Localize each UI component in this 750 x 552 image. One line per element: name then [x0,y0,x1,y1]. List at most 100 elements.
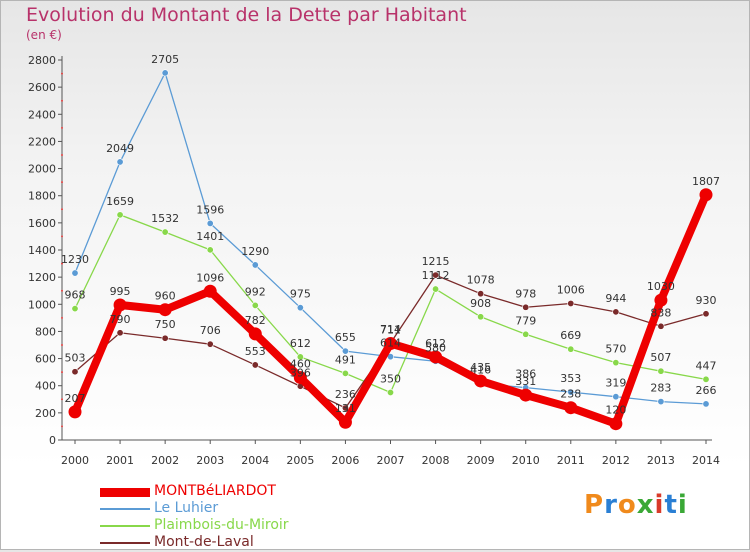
data-label: 238 [560,388,581,401]
series-point-3 [341,404,349,412]
data-label: 1807 [692,175,720,188]
data-label: 120 [605,404,626,417]
series-point-2 [567,345,575,353]
data-label: 353 [560,372,581,385]
y-minor-tick [61,398,63,401]
data-label: 960 [155,290,176,303]
series-point-0 [113,298,127,312]
x-tick-label: 2010 [512,454,540,467]
series-point-3 [432,271,440,279]
x-tick-label: 2003 [196,454,224,467]
data-label: 612 [425,337,446,350]
y-minor-tick [61,235,63,238]
series-point-1 [71,269,79,277]
series-point-1 [612,393,620,401]
y-tick-label: 800 [35,325,56,338]
chart-title: Evolution du Montant de la Dette par Hab… [26,4,467,26]
x-tick-label: 2011 [557,454,585,467]
y-tick-label: 2400 [28,108,56,121]
series-point-0 [338,415,352,429]
data-label: 416 [470,364,491,377]
y-minor-tick [61,289,63,292]
series-point-1 [296,304,304,312]
data-label: 992 [245,285,266,298]
series-point-0 [429,350,443,364]
series-point-2 [612,359,620,367]
y-tick-label: 1000 [28,298,56,311]
data-label: 1230 [61,253,89,266]
series-point-2 [161,228,169,236]
series-point-0 [293,371,307,385]
series-point-0 [248,327,262,341]
data-label: 908 [470,297,491,310]
series-point-1 [251,261,259,269]
x-tick-label: 2005 [286,454,314,467]
data-label: 266 [696,384,717,397]
y-minor-tick [61,262,63,265]
data-label: 714 [380,323,401,336]
data-label: 553 [245,345,266,358]
data-label: 331 [515,375,536,388]
series-point-2 [432,285,440,293]
series-point-0 [564,401,578,415]
data-label: 570 [605,343,626,356]
series-point-2 [386,388,394,396]
data-label: 1078 [467,274,495,287]
data-label: 2049 [106,142,134,155]
data-label: 131 [335,402,356,415]
data-label: 1030 [647,280,675,293]
data-label: 706 [200,324,221,337]
x-tick-label: 2006 [331,454,359,467]
y-minor-tick [61,208,63,211]
x-tick-label: 2014 [692,454,720,467]
data-label: 447 [696,359,717,372]
data-label: 612 [290,337,311,350]
y-tick-label: 2000 [28,163,56,176]
data-label: 838 [650,306,671,319]
legend-swatch [100,487,150,497]
series-point-0 [609,417,623,431]
logo-letter: i [654,490,665,520]
data-label: 995 [110,285,131,298]
logo-letter: i [677,490,688,520]
data-label: 396 [290,366,311,379]
logo-letter: o [617,490,637,520]
series-point-1 [341,347,349,355]
data-label: 1659 [106,195,134,208]
x-tick-label: 2012 [602,454,630,467]
data-label: 978 [515,287,536,300]
y-minor-tick [61,316,63,319]
legend-label: MONTBéLIARDOT [154,483,276,499]
series-point-3 [251,361,259,369]
series-point-3 [702,310,710,318]
series-point-3 [657,322,665,330]
legend-label: Mont-de-Laval [154,534,254,550]
series-point-0 [699,188,713,202]
y-minor-tick [61,126,63,129]
x-tick-label: 2002 [151,454,179,467]
legend-swatch [100,542,150,544]
series-point-0 [203,284,217,298]
x-tick-label: 2001 [106,454,134,467]
y-minor-tick [61,425,63,428]
logo-letter: P [584,490,605,520]
series-point-2 [522,330,530,338]
data-label: 1401 [196,230,224,243]
data-label: 207 [65,392,86,405]
data-label: 790 [110,313,131,326]
y-tick-label: 400 [35,380,56,393]
series-point-2 [341,369,349,377]
series-point-0 [158,303,172,317]
series-point-0 [474,374,488,388]
y-tick-label: 200 [35,407,56,420]
logo-letter: r [604,490,618,520]
x-tick-label: 2008 [422,454,450,467]
series-point-3 [116,329,124,337]
series-point-2 [71,305,79,313]
data-label: 386 [515,368,536,381]
data-label: 711 [380,324,401,337]
series-point-3 [206,340,214,348]
x-tick-label: 2000 [61,454,89,467]
data-label: 435 [470,361,491,374]
